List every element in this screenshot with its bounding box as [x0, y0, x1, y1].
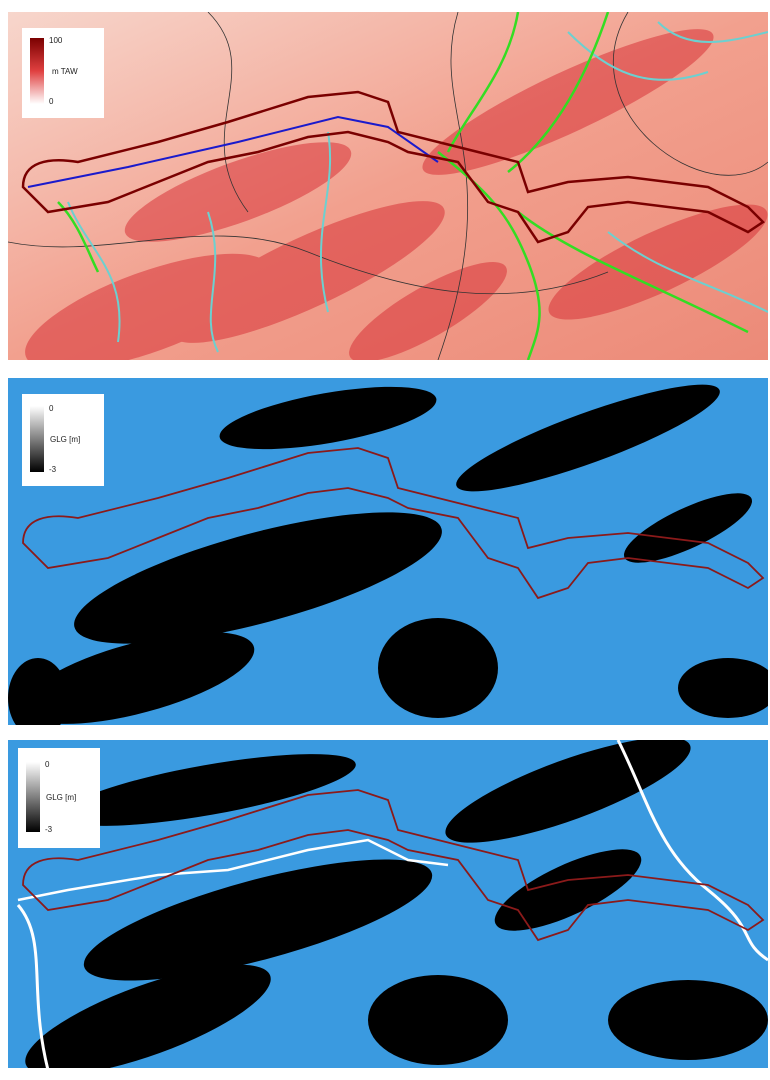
legend-max: 0: [45, 760, 50, 769]
legend-color-bar: [30, 38, 44, 104]
legend: 100 m TAW 0: [22, 28, 104, 118]
legend-label: GLG [m]: [50, 435, 80, 444]
legend-max: 100: [49, 36, 63, 45]
groundwater-panel: 0 GLG [m] -3: [8, 367, 770, 743]
legend: 0 GLG [m] -3: [18, 748, 100, 848]
legend-color-bar: [30, 406, 44, 472]
legend: 0 GLG [m] -3: [22, 394, 104, 486]
groundwater-model-panel: 0 GLG [m] -3: [8, 717, 768, 1075]
map-figure: 100 m TAW 0 0 GLG [m] -3: [0, 0, 770, 1075]
elevation-panel: 100 m TAW 0: [8, 7, 770, 394]
legend-min: -3: [45, 825, 53, 834]
legend-label: m TAW: [52, 67, 78, 76]
legend-min: -3: [49, 465, 57, 474]
legend-max: 0: [49, 404, 54, 413]
legend-label: GLG [m]: [46, 793, 76, 802]
legend-color-bar: [26, 762, 40, 832]
legend-min: 0: [49, 97, 54, 106]
